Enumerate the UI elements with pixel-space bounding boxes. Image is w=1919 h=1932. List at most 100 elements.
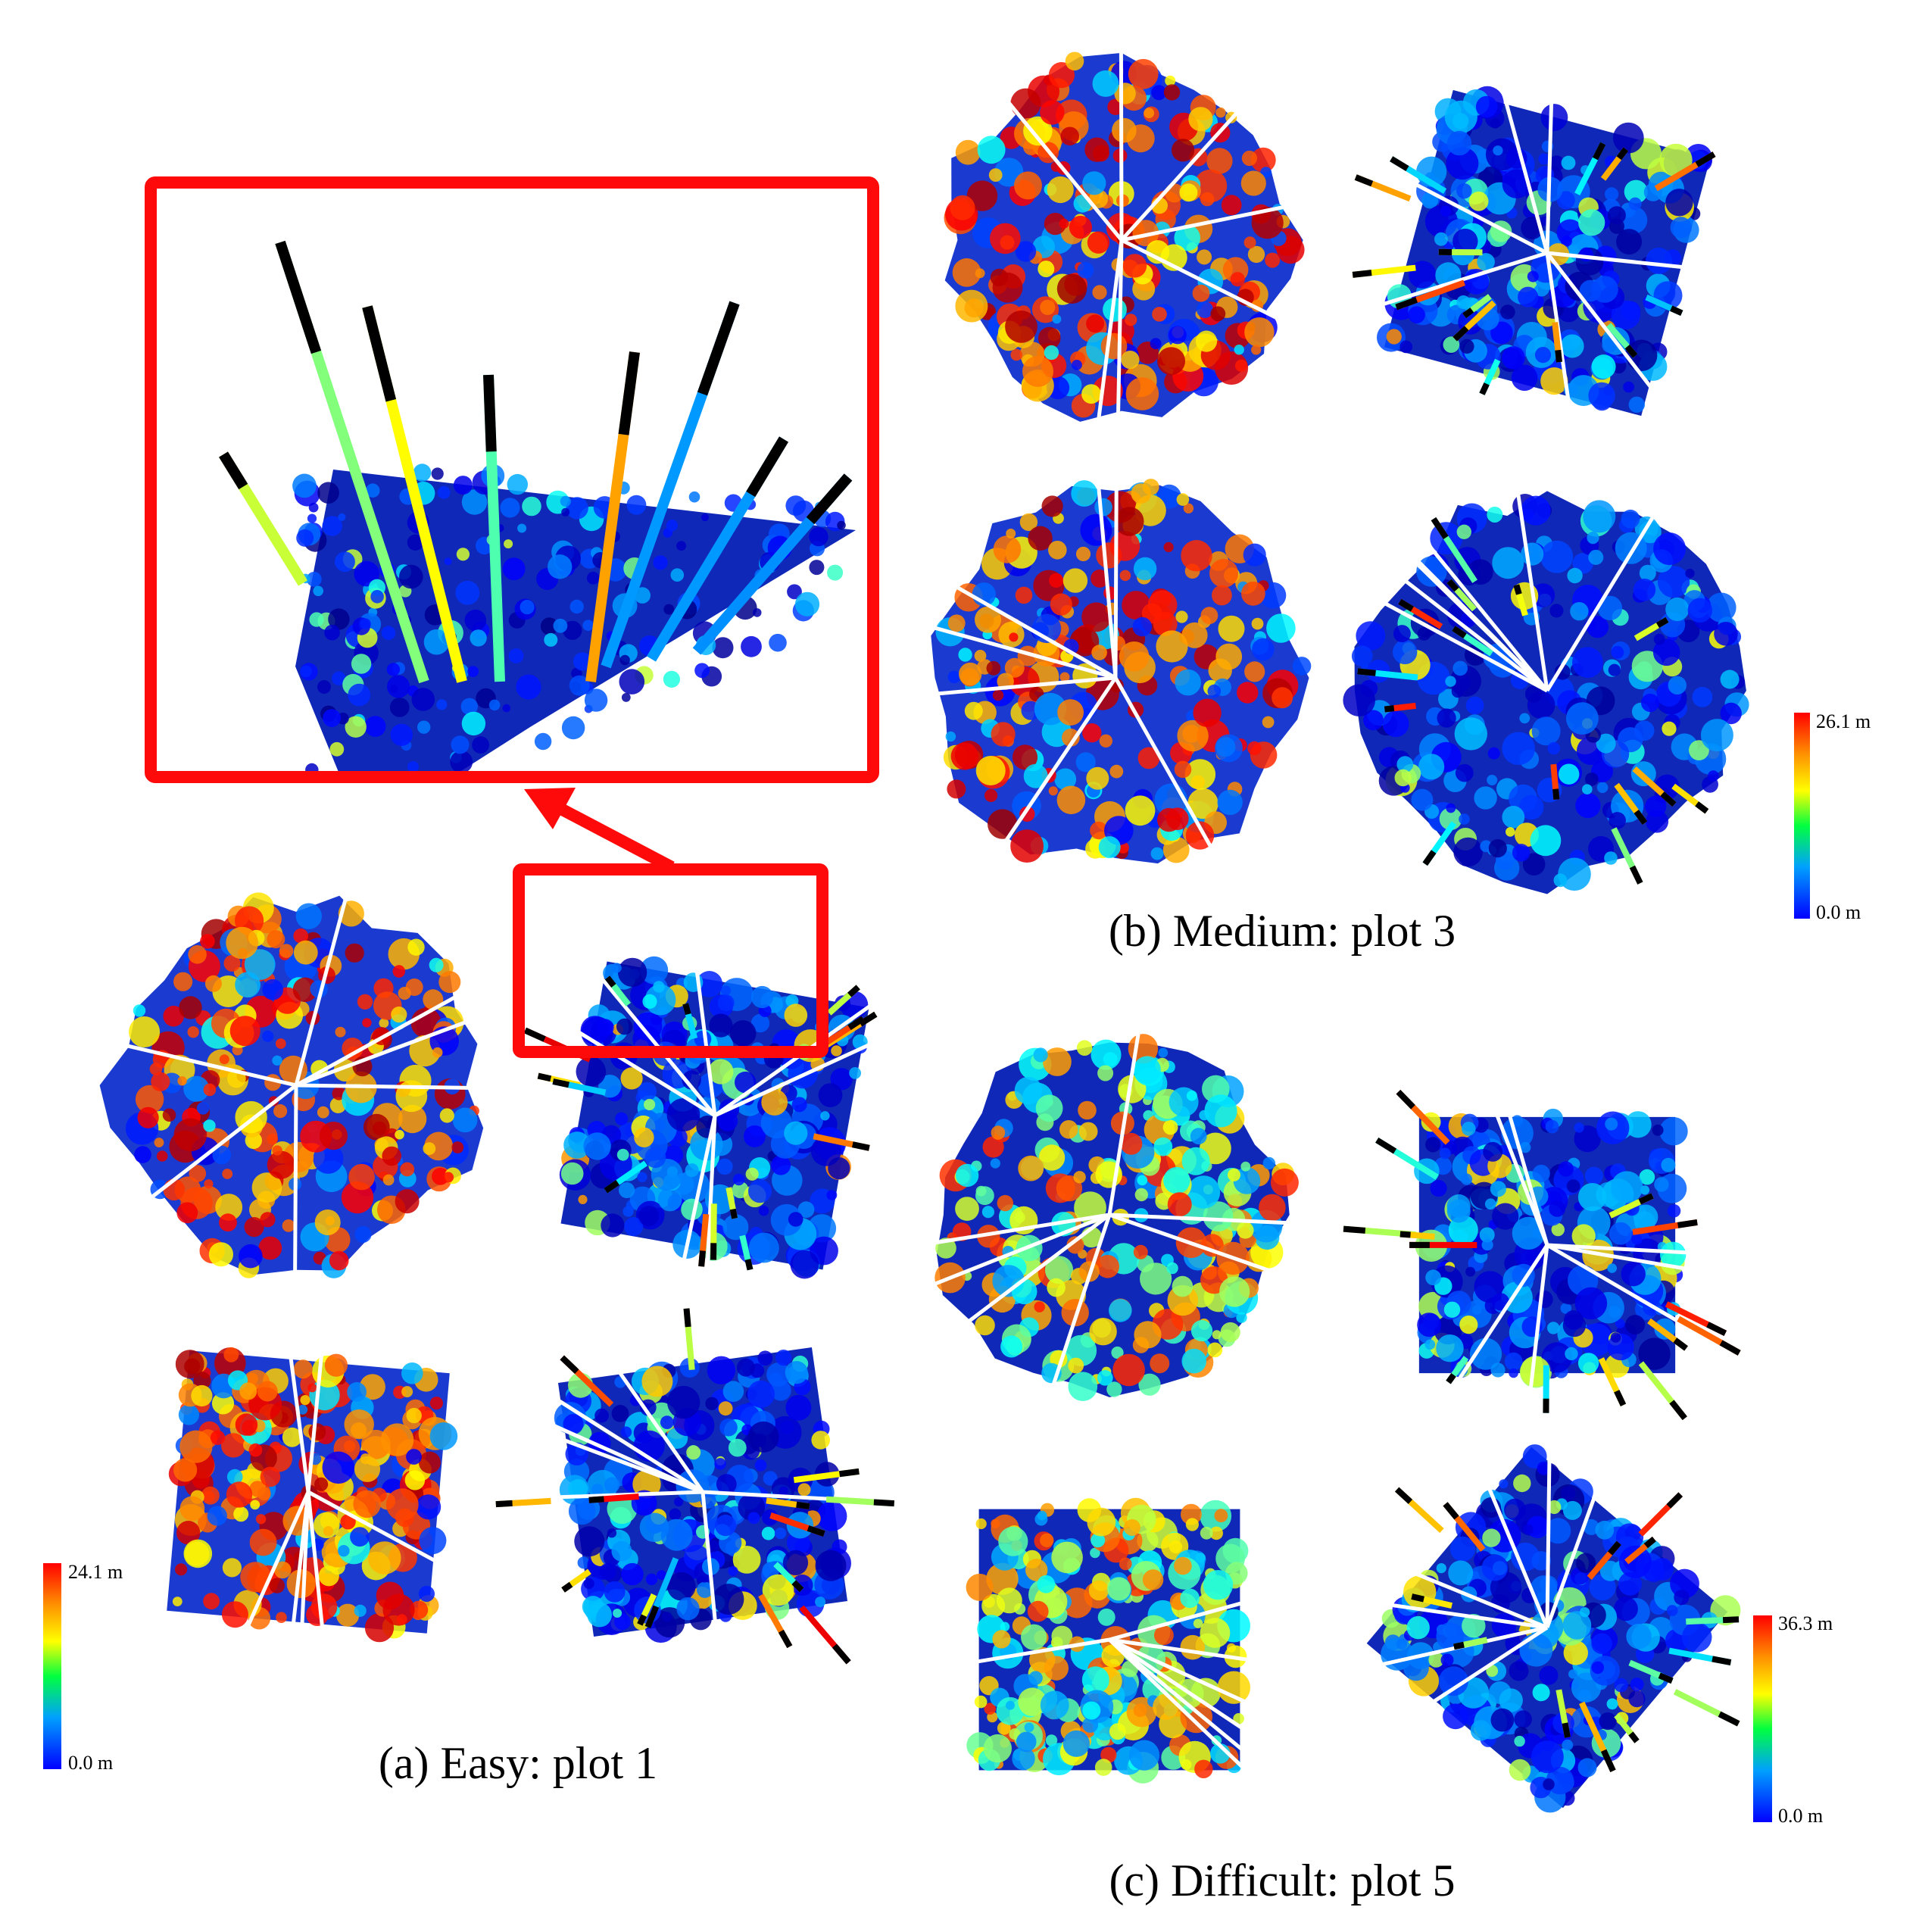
cloud-cluster <box>1086 766 1109 790</box>
cloud-cluster <box>282 1219 295 1232</box>
cloud-cluster <box>577 1556 590 1569</box>
cloud-cluster <box>981 1206 994 1219</box>
cloud-cluster <box>1019 513 1038 532</box>
cloud-cluster <box>353 1490 382 1518</box>
cloud-cluster <box>129 1016 161 1047</box>
stem-tip <box>1422 850 1437 866</box>
cloud-cluster <box>1265 252 1281 268</box>
cloud-cluster <box>738 1493 766 1521</box>
cloud-cluster <box>1098 836 1121 859</box>
cloud-cluster <box>1574 1122 1584 1133</box>
cloud-cluster <box>1010 829 1044 863</box>
cloud-cluster <box>1591 276 1618 303</box>
cloud-cluster <box>250 1500 261 1510</box>
cloud-cluster <box>1071 480 1098 507</box>
cloud-cluster <box>950 742 978 770</box>
caption: (a) Easy: plot 1 <box>379 1738 657 1788</box>
cloud-cluster <box>771 1155 791 1175</box>
cloud-cluster <box>298 1404 308 1415</box>
cloud-cluster <box>176 1521 201 1545</box>
cloud-cluster <box>464 609 487 632</box>
cloud-cluster <box>1692 687 1713 707</box>
scan-gap <box>1120 238 1292 327</box>
cloud-cluster <box>1490 1181 1506 1197</box>
cloud-cluster <box>382 1174 395 1186</box>
scan-gap <box>1545 1441 1616 1628</box>
cloud-cluster <box>1137 747 1160 769</box>
scan-gap <box>535 1384 704 1494</box>
cloud-cluster <box>282 1427 302 1447</box>
cloud-cluster <box>1639 520 1662 544</box>
cloud-cluster <box>769 633 787 652</box>
cloud-cluster <box>1474 786 1497 810</box>
cloud-cluster <box>809 526 828 547</box>
cloud-cluster <box>1645 795 1667 817</box>
cloud-cluster <box>470 629 487 647</box>
cloud-cluster <box>1499 1479 1509 1489</box>
cloud-cluster <box>273 1104 288 1119</box>
cloud-cluster <box>1547 1500 1562 1515</box>
cloud-cluster <box>540 617 559 635</box>
cloud-cluster <box>642 994 657 1009</box>
cloud-cluster <box>322 516 342 536</box>
cloud-cluster <box>1512 1216 1545 1250</box>
cloud-cluster <box>1228 1168 1240 1181</box>
cloud-cluster <box>563 1414 584 1434</box>
cloud-cluster <box>221 1601 248 1628</box>
cloud-cluster <box>1356 621 1386 651</box>
cloud-cluster <box>669 1508 682 1521</box>
scan-gap <box>1474 1060 1549 1246</box>
cloud-cluster <box>1595 1520 1615 1540</box>
cloud-cluster <box>1018 1155 1044 1181</box>
cloud-cluster <box>1399 340 1413 354</box>
cloud-cluster <box>1591 1661 1605 1675</box>
cloud-cluster <box>1014 1076 1043 1105</box>
stem-tip <box>832 1643 851 1665</box>
cloud-cluster <box>1250 147 1276 173</box>
cloud-cluster <box>1547 1322 1560 1334</box>
point-clouds <box>99 48 1751 1813</box>
cloud-cluster <box>310 1593 338 1620</box>
cloud-cluster <box>722 1214 749 1241</box>
cloud-cluster <box>561 716 585 740</box>
cloud-cluster <box>1243 236 1256 249</box>
cloud-cluster <box>1192 284 1210 302</box>
cloud-cluster <box>1193 1618 1203 1628</box>
stem-tip <box>1443 1502 1459 1520</box>
cloud-cluster <box>1524 685 1543 703</box>
cloud-cluster <box>955 139 981 165</box>
cloud-cluster <box>401 1362 423 1384</box>
cloud-cluster <box>1183 503 1194 513</box>
cloud-cluster <box>400 1162 415 1177</box>
cloud-cluster <box>1587 532 1599 545</box>
cloud-cluster <box>1665 189 1693 217</box>
cloud-cluster <box>1504 1352 1523 1371</box>
cloud-cluster <box>1010 88 1041 119</box>
cloud-cluster <box>1596 733 1616 754</box>
scan-gap <box>1351 251 1548 316</box>
cloud-cluster <box>1561 155 1576 170</box>
cloud-cluster <box>364 716 386 737</box>
cloud-cluster <box>1514 1735 1525 1747</box>
cloud-cluster <box>1027 1600 1049 1622</box>
cloud-cluster <box>467 666 479 677</box>
cloud-cluster <box>653 555 668 570</box>
cloud-cluster <box>975 1315 995 1336</box>
cloud-cluster <box>1121 351 1140 370</box>
stem-tip <box>604 975 616 988</box>
cloud-cluster <box>502 704 511 713</box>
stem-tip <box>1722 1616 1740 1624</box>
cloud-cluster <box>1082 1701 1101 1720</box>
cloud-cluster <box>757 1350 773 1366</box>
colorbar <box>43 1563 61 1769</box>
stem-tip <box>791 1580 804 1593</box>
cloud-cluster <box>398 1104 427 1134</box>
cloud-cluster <box>667 1385 701 1419</box>
scan-gap <box>1120 98 1250 242</box>
cloud-cluster <box>729 1020 757 1047</box>
cloud-cluster <box>758 1205 769 1216</box>
cloud-cluster <box>318 1565 339 1587</box>
cloud-cluster <box>1562 1500 1582 1520</box>
stem-tip <box>219 451 248 490</box>
